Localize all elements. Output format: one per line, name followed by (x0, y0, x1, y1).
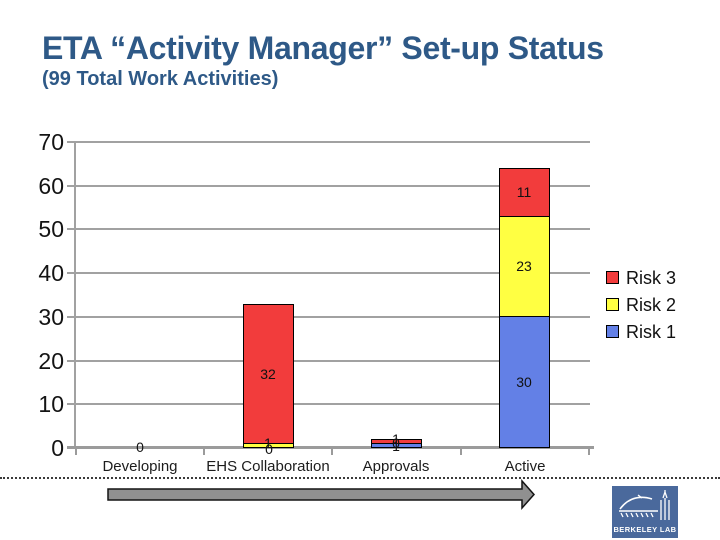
legend-swatch-risk3 (606, 271, 619, 284)
x-axis-tick (588, 449, 590, 455)
legend-swatch-risk1 (606, 325, 619, 338)
dotted-divider (0, 477, 720, 479)
bar-segment-approvals-risk1 (371, 443, 422, 448)
page-title: ETA “Activity Manager” Set-up Status (42, 30, 604, 66)
bar-segment-active-risk1 (499, 316, 550, 448)
gridline (67, 185, 590, 187)
gridline (67, 141, 590, 143)
y-tick-label: 0 (51, 435, 64, 461)
y-axis-line (74, 142, 76, 448)
data-label-active-risk3: 11 (516, 184, 532, 200)
gridline (67, 360, 590, 362)
bar-segment-ehs-risk3 (243, 304, 294, 444)
y-tick-label: 10 (38, 391, 64, 417)
category-label-approvals: Approvals (362, 458, 430, 475)
data-label-ehs-risk1: 0 (265, 441, 273, 457)
y-tick-label: 30 (38, 304, 64, 330)
page-subtitle: (99 Total Work Activities) (42, 68, 279, 90)
x-axis-tick (203, 449, 205, 455)
data-label-approvals-risk1: 1 (392, 438, 400, 454)
legend-label: Risk 2 (626, 295, 677, 315)
gridline (67, 403, 590, 405)
legend-label: Risk 1 (626, 322, 677, 342)
data-label-active-risk2: 23 (516, 258, 532, 274)
bar-segment-active-risk3 (499, 168, 550, 217)
x-axis-tick (331, 449, 333, 455)
bar-segment-ehs-risk2 (243, 443, 294, 448)
y-tick-label: 50 (38, 216, 64, 242)
berkeley-lab-building-icon: BERKELEY LAB (613, 489, 676, 534)
category-label-ehs-collaboration: EHS Collaboration (206, 458, 330, 475)
x-axis-tick (75, 449, 77, 455)
y-tick-label: 40 (38, 260, 64, 286)
category-label-developing: Developing (102, 458, 178, 475)
gridline (67, 272, 590, 274)
x-axis-line (67, 446, 594, 449)
berkeley-lab-logo-text: BERKELEY LAB (613, 525, 676, 534)
y-tick-label: 70 (38, 129, 64, 155)
data-label-approvals-risk2: 0 (392, 435, 400, 451)
gridline (67, 228, 590, 230)
process-flow-arrow-icon (107, 479, 536, 510)
berkeley-lab-logo: BERKELEY LAB (612, 486, 678, 538)
y-tick-label: 20 (38, 348, 64, 374)
y-tick-label: 60 (38, 173, 64, 199)
data-label-ehs-risk2: 1 (264, 435, 272, 451)
data-label-approvals-risk3: 1 (392, 431, 400, 447)
data-label-developing-zero: 0 (136, 439, 144, 455)
bar-segment-active-risk2 (499, 216, 550, 317)
legend-swatch-risk2 (606, 298, 619, 311)
gridline (67, 316, 590, 318)
legend-label: Risk 3 (626, 268, 677, 288)
category-label-active: Active (504, 458, 546, 475)
data-label-ehs-risk3: 32 (260, 366, 276, 382)
data-label-active-risk1: 30 (516, 374, 532, 390)
x-axis-tick (460, 449, 462, 455)
